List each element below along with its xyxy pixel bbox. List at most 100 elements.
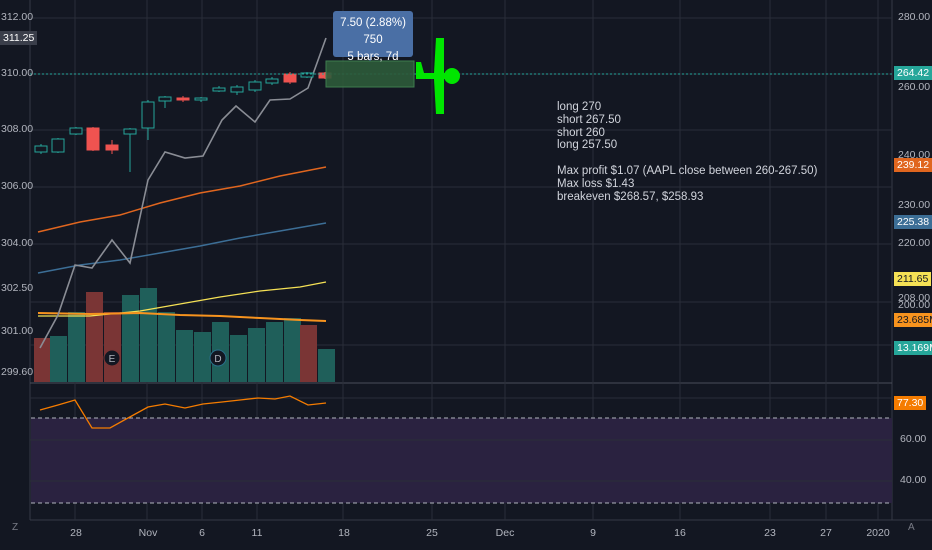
right-axis-value-tag: 264.42 bbox=[894, 66, 932, 80]
candle-body bbox=[158, 96, 172, 102]
time-axis-label: 28 bbox=[70, 527, 82, 539]
volume-bar bbox=[86, 292, 103, 382]
volume-bar bbox=[230, 335, 247, 382]
ma-orange-line bbox=[37, 166, 327, 233]
candle-body bbox=[123, 128, 137, 135]
right-axis-tick: 260.00 bbox=[898, 81, 931, 93]
right-axis-value-tag: 225.38 bbox=[894, 215, 932, 229]
strategy-note-line: short 267.50 bbox=[557, 113, 621, 126]
measure-callout-line1: 7.50 (2.88%) 750 bbox=[340, 17, 406, 46]
left-axis-tick: 304.00 bbox=[1, 237, 34, 249]
right-axis-value-tag: 77.30 bbox=[894, 396, 927, 410]
right-axis-tick: 200.00 bbox=[898, 299, 931, 311]
candle-body bbox=[51, 138, 65, 153]
volume-bar bbox=[104, 312, 121, 382]
comparison-line bbox=[39, 37, 327, 349]
candle-body bbox=[212, 87, 226, 92]
airplane-wing-top bbox=[434, 38, 444, 73]
right-axis-tick: 208.00 bbox=[898, 292, 931, 304]
candle-body bbox=[34, 145, 48, 153]
airplane-icon bbox=[416, 38, 460, 114]
rsi-axis-tick: 60.00 bbox=[900, 433, 927, 445]
rsi-band bbox=[31, 418, 892, 503]
dividend-marker bbox=[209, 349, 227, 367]
airplane-nose bbox=[444, 68, 460, 84]
left-axis-tick: 302.50 bbox=[1, 282, 34, 294]
rsi-line bbox=[39, 395, 327, 429]
candle-body bbox=[265, 78, 279, 84]
right-axis-tick: 230.00 bbox=[898, 199, 931, 211]
candle-body bbox=[283, 73, 297, 83]
candle-body bbox=[105, 144, 119, 151]
strategy-note-line: Max loss $1.43 bbox=[557, 177, 635, 190]
rsi-axis-tick: 40.00 bbox=[900, 474, 927, 486]
volume-bar bbox=[68, 312, 85, 382]
volume-bar bbox=[176, 330, 193, 382]
right-axis-value-tag: 211.65 bbox=[894, 272, 932, 286]
candle-body bbox=[248, 81, 262, 91]
earnings-marker bbox=[103, 349, 121, 367]
time-axis-label: Dec bbox=[495, 527, 515, 539]
measure-callout: 7.50 (2.88%) 750 5 bars, 7d bbox=[333, 11, 413, 63]
strategy-note-line bbox=[557, 152, 817, 165]
strategy-note-line: long 270 bbox=[557, 101, 602, 113]
left-axis-tick: 306.00 bbox=[1, 180, 34, 192]
time-axis-label: 6 bbox=[199, 527, 205, 539]
airplane-tail bbox=[416, 62, 424, 73]
right-axis-value-tag: 239.12 bbox=[894, 158, 932, 172]
left-axis-tick: 312.00 bbox=[1, 11, 34, 23]
candle-body bbox=[300, 72, 314, 78]
volume-bar bbox=[50, 336, 67, 382]
time-axis-label: 2020 bbox=[866, 527, 890, 539]
strategy-note: long 270 short 267.50 short 260 long 257.50… bbox=[557, 101, 817, 203]
left-axis-tick: 299.60 bbox=[1, 366, 34, 378]
strategy-note-line: short 260 bbox=[557, 126, 605, 139]
volume-bar bbox=[122, 295, 139, 382]
volume-bar bbox=[318, 349, 335, 382]
time-axis-label: 9 bbox=[590, 527, 596, 539]
dividend-marker-label: D bbox=[214, 354, 221, 365]
left-axis-current-price: 311.25 bbox=[0, 31, 38, 45]
right-axis-tick: 280.00 bbox=[898, 11, 931, 23]
right-axis-value-tag: 13.169M bbox=[894, 341, 932, 355]
time-axis-label: 23 bbox=[764, 527, 776, 539]
earnings-marker-label: E bbox=[109, 354, 116, 365]
volume-bar bbox=[158, 312, 175, 382]
volume-bar bbox=[140, 288, 157, 382]
measure-box bbox=[325, 60, 415, 88]
right-axis-tick: 220.00 bbox=[898, 237, 931, 249]
candle-body bbox=[230, 86, 244, 93]
ma-yellow-line bbox=[38, 281, 327, 317]
volume-bar bbox=[34, 338, 51, 382]
ma-blue-line bbox=[37, 222, 327, 274]
candle-body bbox=[194, 97, 208, 101]
time-axis-label: 11 bbox=[251, 527, 263, 539]
strategy-note-line: long 257.50 bbox=[557, 139, 618, 152]
candle-body bbox=[141, 101, 155, 129]
auto-scale-icon[interactable]: A bbox=[908, 522, 915, 533]
volume-bar bbox=[248, 328, 265, 382]
measure-callout-line2: 5 bars, 7d bbox=[347, 51, 399, 63]
left-axis-tick: 301.00 bbox=[1, 325, 34, 337]
volume-ma-line bbox=[37, 311, 327, 322]
candle-body bbox=[86, 127, 100, 151]
airplane-wing-bottom bbox=[434, 79, 444, 114]
candle-body bbox=[69, 127, 83, 135]
strategy-note-line: breakeven $268.57, $258.93 bbox=[557, 190, 704, 203]
chart-settings-icon[interactable]: Z bbox=[12, 522, 19, 533]
time-axis-label: 18 bbox=[338, 527, 350, 539]
time-axis-label: 27 bbox=[820, 527, 832, 539]
right-axis-value-tag: 23.685M bbox=[894, 313, 932, 327]
candle-body bbox=[176, 97, 190, 101]
time-axis-label: 25 bbox=[426, 527, 438, 539]
time-axis-label: Nov bbox=[138, 527, 158, 539]
volume-bar bbox=[266, 322, 283, 382]
strategy-note-line: Max profit $1.07 (AAPL close between 260… bbox=[557, 164, 818, 177]
volume-bar bbox=[300, 325, 317, 382]
left-axis-tick: 308.00 bbox=[1, 123, 34, 135]
left-axis-tick: 310.00 bbox=[1, 67, 34, 79]
time-axis-label: 16 bbox=[674, 527, 686, 539]
volume-bar bbox=[194, 332, 211, 382]
volume-bar bbox=[284, 318, 301, 382]
